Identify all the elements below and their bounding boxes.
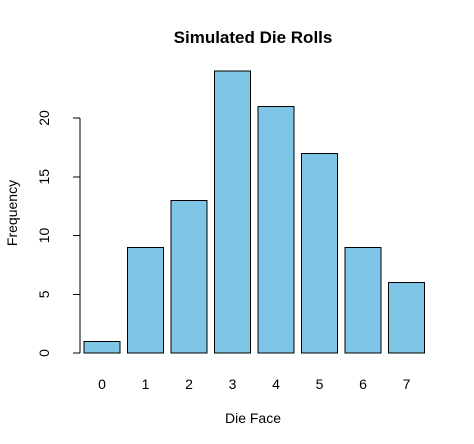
bar-1 [127, 246, 164, 354]
y-tick-label: 0 [36, 349, 52, 357]
x-tick-label: 4 [272, 376, 280, 392]
x-tick-label: 2 [185, 376, 193, 392]
bar-3 [214, 70, 251, 354]
y-tick-label: 20 [36, 110, 52, 126]
bar-4 [257, 105, 295, 354]
y-axis-label: Frequency [4, 180, 20, 246]
bar-2 [170, 199, 208, 354]
bar-6 [344, 246, 382, 354]
bar-0 [83, 340, 121, 354]
bars-group [83, 70, 425, 354]
x-tick-label: 5 [316, 376, 324, 392]
x-tick-label: 0 [98, 376, 106, 392]
y-axis: 0 5 10 15 20 [36, 110, 81, 357]
x-tick-labels: 0 1 2 3 4 5 6 7 [98, 376, 411, 392]
x-tick-label: 6 [359, 376, 367, 392]
x-axis-label: Die Face [225, 410, 281, 426]
y-tick-label: 15 [36, 169, 52, 185]
x-tick-label: 1 [142, 376, 150, 392]
x-tick-label: 7 [403, 376, 411, 392]
x-tick-label: 3 [229, 376, 237, 392]
y-tick-label: 10 [36, 228, 52, 244]
bar-7 [388, 282, 425, 354]
chart-title: Simulated Die Rolls [174, 28, 333, 47]
y-tick-label: 5 [36, 290, 52, 298]
bar-5 [301, 152, 338, 354]
